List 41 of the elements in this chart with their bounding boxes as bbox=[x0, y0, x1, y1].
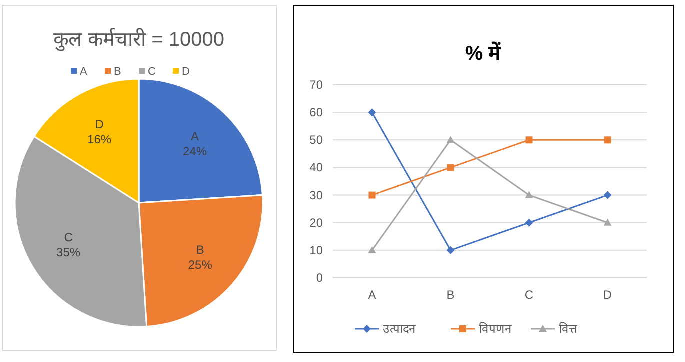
chart-title: % में bbox=[465, 41, 502, 65]
data-label: 24% bbox=[183, 144, 208, 158]
y-tick-label: 60 bbox=[310, 106, 324, 120]
x-tick-label: A bbox=[368, 288, 376, 302]
data-label: 16% bbox=[88, 132, 112, 146]
point bbox=[368, 108, 376, 117]
data-label: 25% bbox=[188, 258, 213, 272]
legend-label: C bbox=[148, 66, 156, 78]
point bbox=[368, 192, 376, 199]
point bbox=[446, 136, 455, 144]
y-tick-label: 0 bbox=[316, 271, 324, 285]
legend-label: A bbox=[80, 66, 88, 78]
point bbox=[368, 246, 376, 254]
y-tick-label: 70 bbox=[310, 78, 324, 92]
slice-label: D bbox=[95, 117, 104, 132]
y-tick-label: 40 bbox=[310, 160, 324, 175]
point bbox=[447, 164, 454, 172]
point bbox=[604, 191, 612, 200]
point bbox=[446, 246, 455, 254]
y-tick-label: 30 bbox=[310, 188, 324, 202]
slice-label: B bbox=[196, 243, 204, 258]
legend-label: वित्त bbox=[559, 322, 578, 336]
legend-label: उत्पादन bbox=[383, 322, 416, 336]
legend-label: D bbox=[182, 66, 190, 78]
y-tick-label: 10 bbox=[310, 243, 324, 258]
y-tick-label: 50 bbox=[310, 133, 324, 148]
point bbox=[604, 218, 612, 226]
x-tick-label: B bbox=[446, 288, 455, 302]
x-tick-label: C bbox=[524, 288, 534, 302]
legend-label: विपणन bbox=[479, 322, 512, 336]
slice-label: C bbox=[64, 230, 74, 245]
x-tick-label: D bbox=[603, 288, 612, 302]
slice-label: A bbox=[191, 129, 200, 144]
legend-label: B bbox=[114, 66, 122, 78]
point bbox=[526, 136, 533, 144]
point bbox=[604, 136, 612, 144]
data-label: 35% bbox=[56, 246, 81, 260]
point bbox=[525, 191, 534, 198]
point bbox=[525, 218, 534, 227]
chart-title: कुल कर्मचारी = 10000 bbox=[54, 28, 224, 52]
y-tick-label: 20 bbox=[310, 216, 324, 230]
